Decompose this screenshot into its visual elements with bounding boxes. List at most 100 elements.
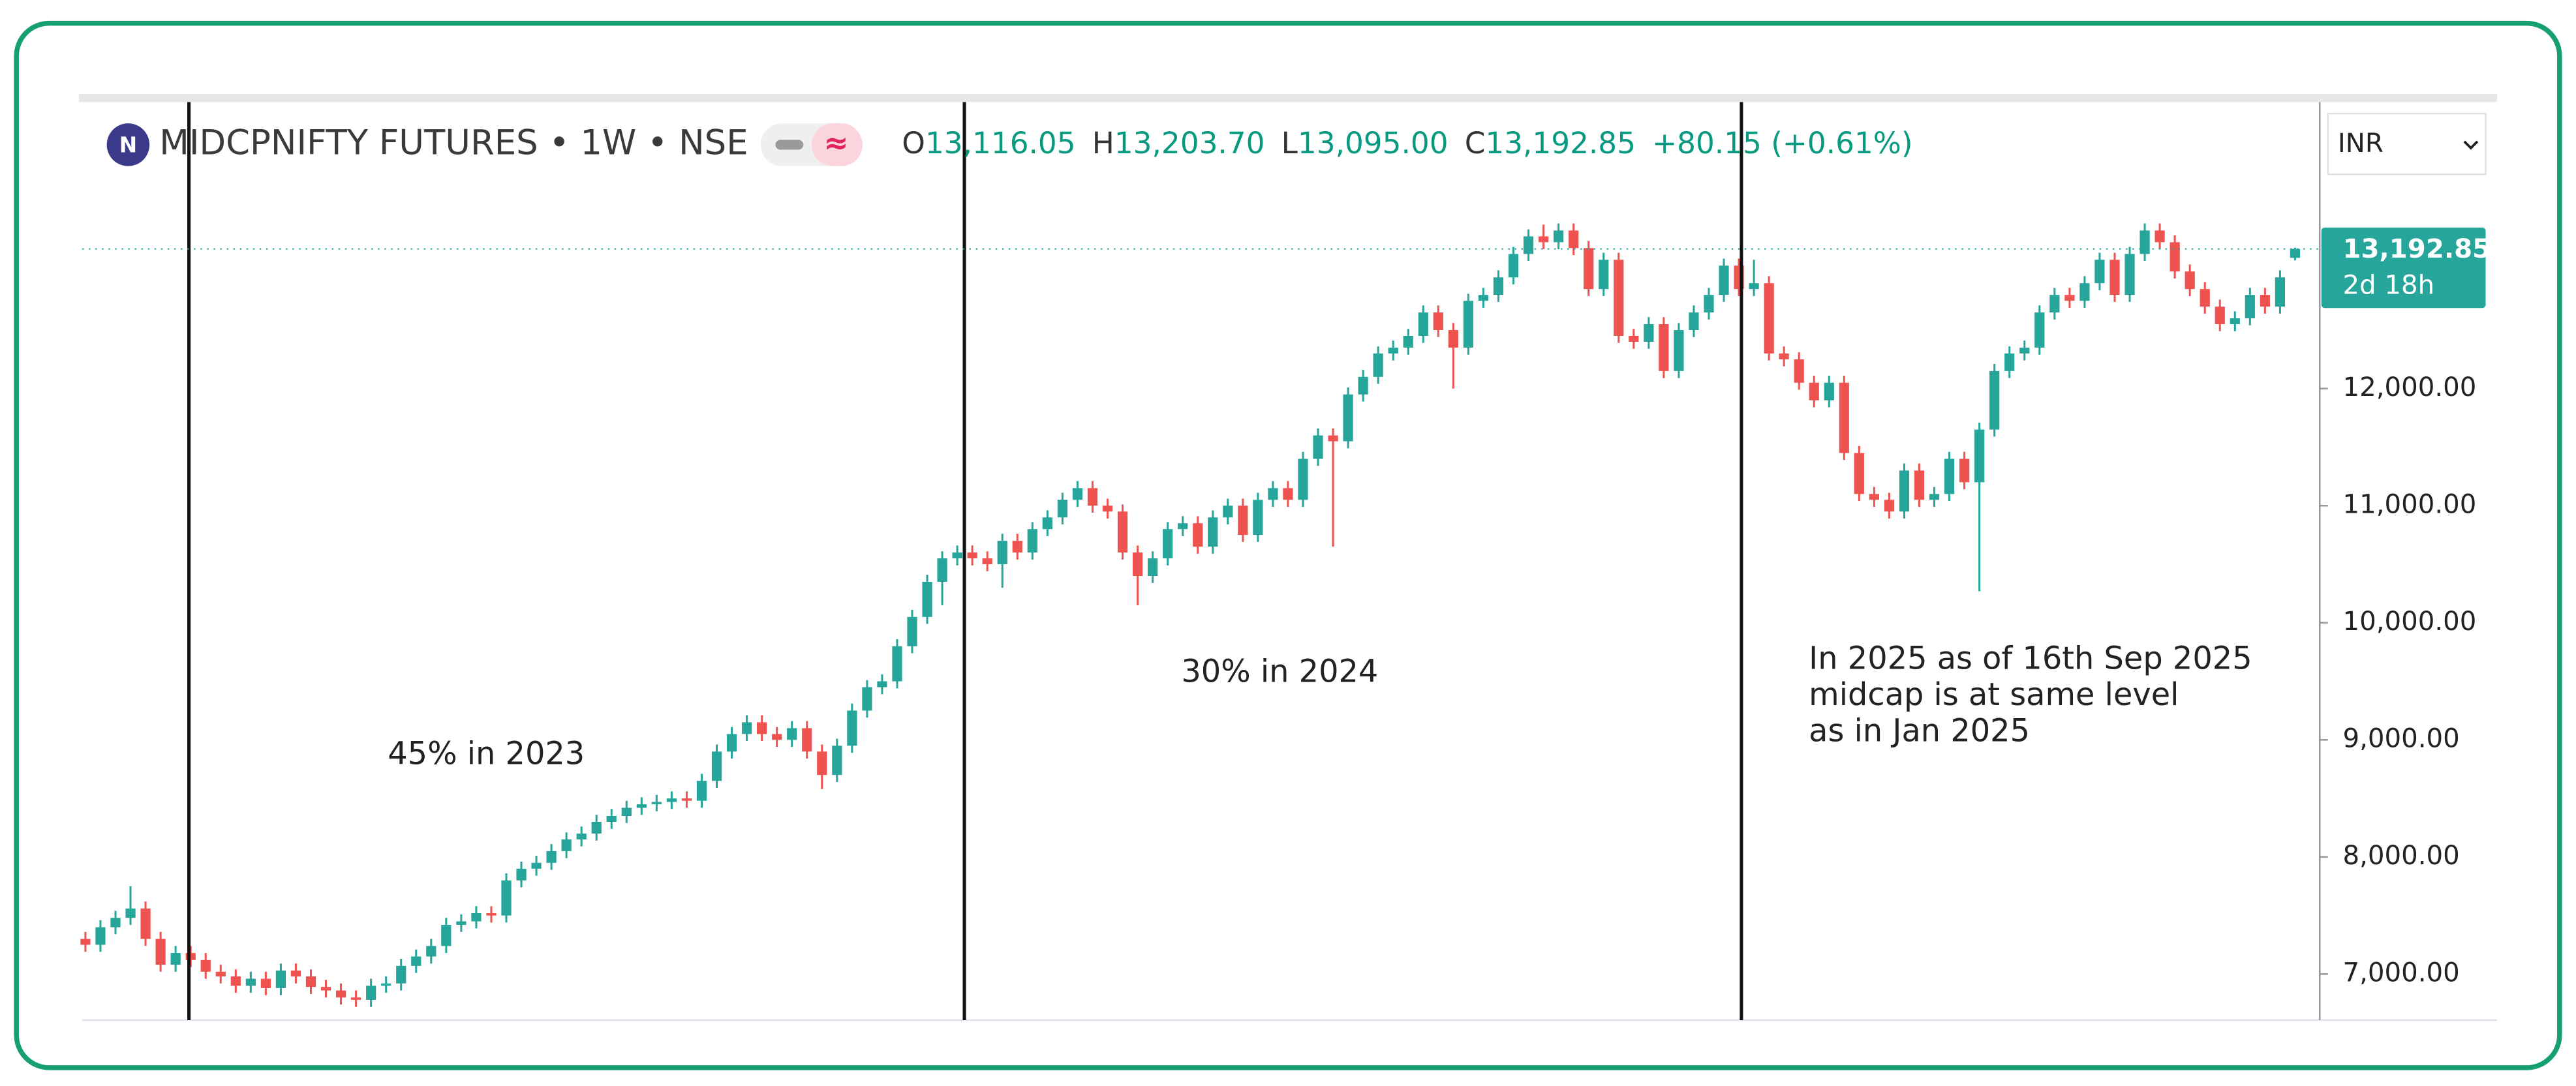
candle-body [1012, 541, 1022, 553]
top-band [78, 93, 2498, 102]
change-value: +80.15 (+0.61%) [1652, 125, 1912, 160]
y-tick-label: 9,000.00 [2342, 723, 2459, 753]
candle-body [546, 851, 557, 863]
candle-body [1493, 277, 1504, 295]
candle-body [726, 734, 737, 752]
ohlc-value: 13,192.85 [1485, 125, 1636, 160]
currency-label[interactable]: INR [2338, 128, 2384, 158]
candle-body [2124, 254, 2135, 295]
candle-body [1508, 254, 1519, 278]
candle-body [441, 924, 452, 946]
candle-body [711, 751, 722, 781]
last-price-tag [2321, 227, 2486, 309]
candle-body [681, 798, 692, 801]
candle-body [170, 953, 181, 965]
candle-body [1959, 459, 1970, 483]
candle-body [561, 839, 572, 851]
candle-body [245, 978, 256, 986]
candle-body [230, 976, 241, 986]
candle-body [396, 965, 406, 984]
toggle-icon [775, 140, 804, 150]
candle-body [1824, 382, 1834, 400]
candle-body [982, 558, 992, 565]
symbol-title[interactable]: MIDCPNIFTY FUTURES • 1W • NSE [159, 123, 748, 163]
ohlc-letter: C [1465, 125, 1486, 160]
candle-body [1929, 494, 1940, 500]
candle-body [651, 802, 662, 805]
candle-body [1944, 459, 1955, 494]
candle-body [95, 927, 106, 945]
candle-body [952, 552, 962, 559]
candle-body [1268, 488, 1278, 500]
candle-body [1614, 260, 1624, 336]
candle-body [1659, 324, 1669, 371]
candle-body [411, 956, 422, 966]
candle-body [1418, 312, 1428, 336]
candle-body [1674, 329, 1684, 371]
annotation: 30% in 2024 [1181, 654, 1378, 690]
ohlc-value: 13,095.00 [1298, 125, 1449, 160]
candle-body [2004, 353, 2015, 371]
candle-body [2154, 230, 2165, 243]
candle-body [471, 913, 482, 922]
ohlc-header: O13,116.05 H13,203.70 L13,095.00 C13,192.85… [902, 125, 1912, 160]
candle-body [2109, 260, 2120, 295]
candle-body [666, 798, 677, 802]
candle-body [1448, 329, 1458, 348]
candle-body [1298, 459, 1308, 500]
candle-body [1839, 382, 1849, 453]
annotation: 45% in 2023 [388, 736, 585, 772]
candle-body [456, 921, 467, 925]
candle-body [1132, 552, 1143, 576]
candle-body [1343, 394, 1353, 442]
candle-body [1163, 529, 1173, 559]
candle-body [741, 722, 752, 734]
candle-body [1328, 435, 1338, 442]
candle-body [2049, 295, 2060, 313]
candle-body [351, 997, 361, 1000]
candle-body [260, 978, 271, 988]
candle-body [576, 833, 587, 839]
candle-body [892, 646, 902, 682]
candle-body [125, 908, 136, 918]
candle-body [2230, 318, 2240, 325]
candle-body [1974, 429, 1985, 483]
candle-body [1208, 517, 1218, 547]
candle-body [80, 939, 91, 945]
candle-body [1373, 353, 1383, 377]
candle-body [2064, 295, 2075, 301]
candle-body [1794, 359, 1804, 383]
candle-body [937, 558, 947, 582]
currency-dropdown[interactable] [2327, 112, 2487, 175]
candle-body [606, 816, 617, 822]
candle-body [922, 581, 932, 617]
candle-body [907, 616, 917, 646]
y-tick-label: 8,000.00 [2342, 841, 2459, 871]
ohlc-letter: H [1092, 125, 1114, 160]
toggle-active[interactable] [811, 123, 863, 166]
candle-body [1178, 523, 1188, 530]
candle-body [2185, 271, 2195, 290]
candle-body [381, 983, 391, 986]
candle-body [1193, 523, 1203, 547]
candle-body [1914, 470, 1925, 500]
candle-body [1719, 265, 1729, 295]
candle-body [110, 918, 121, 928]
candle-body [967, 552, 977, 559]
candles [80, 223, 2301, 1007]
candle-body [862, 687, 872, 711]
candle-body [997, 541, 1007, 565]
y-tick-label: 11,000.00 [2342, 489, 2476, 519]
plot-area [82, 102, 2498, 1020]
candle-body [1599, 260, 1609, 290]
candle-body [531, 862, 542, 869]
candle-body [1027, 529, 1037, 553]
candle-body [772, 734, 782, 740]
candle-body [817, 751, 827, 776]
candle-body [366, 986, 376, 1000]
candle-body [591, 822, 602, 834]
dropdown-chevron [2463, 140, 2479, 150]
candle-body [320, 987, 331, 991]
y-tick-label: 7,000.00 [2342, 958, 2459, 988]
candle-body [140, 908, 151, 939]
